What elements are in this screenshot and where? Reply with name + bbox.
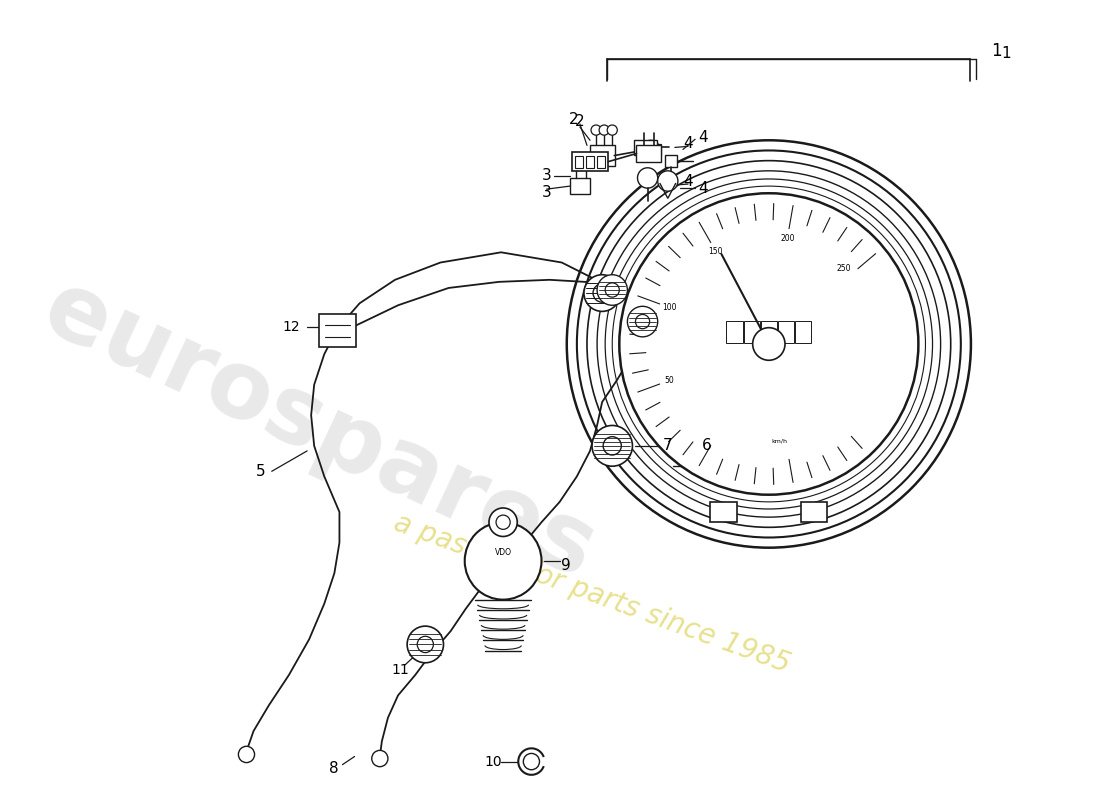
Text: 7: 7 <box>663 438 672 454</box>
Circle shape <box>584 274 620 311</box>
Text: 250: 250 <box>837 264 851 273</box>
Bar <box>711 502 737 522</box>
Bar <box>801 502 827 522</box>
Circle shape <box>239 746 254 762</box>
Text: 2: 2 <box>569 113 579 127</box>
Circle shape <box>407 626 443 662</box>
Text: 200: 200 <box>780 234 794 243</box>
Bar <box>586 155 594 168</box>
Text: km/h: km/h <box>771 438 786 443</box>
Circle shape <box>597 274 627 306</box>
Text: 1: 1 <box>1001 46 1011 62</box>
Text: 9: 9 <box>561 558 571 573</box>
Bar <box>795 321 812 343</box>
Circle shape <box>600 125 609 135</box>
Bar <box>572 153 608 171</box>
Circle shape <box>641 140 660 158</box>
Circle shape <box>464 522 541 600</box>
Text: 6: 6 <box>702 438 712 454</box>
Bar <box>597 155 605 168</box>
Text: 4: 4 <box>698 130 708 145</box>
Bar <box>635 140 657 154</box>
Bar <box>319 314 355 347</box>
Text: 8: 8 <box>329 762 338 776</box>
Circle shape <box>752 328 785 360</box>
Bar <box>761 321 777 343</box>
Bar <box>570 178 590 194</box>
Circle shape <box>638 168 658 188</box>
Circle shape <box>607 125 617 135</box>
Text: 50: 50 <box>664 376 674 385</box>
Text: 5: 5 <box>256 464 265 478</box>
Text: VDO: VDO <box>495 548 512 558</box>
Text: 100: 100 <box>662 303 676 312</box>
Text: 11: 11 <box>392 663 409 677</box>
Bar <box>642 144 661 154</box>
Bar <box>637 146 661 162</box>
Circle shape <box>372 750 388 766</box>
Text: 10: 10 <box>484 754 502 769</box>
Circle shape <box>667 175 675 183</box>
Text: 3: 3 <box>541 185 551 200</box>
Text: 3: 3 <box>541 169 551 183</box>
Bar <box>726 321 742 343</box>
Text: 1: 1 <box>991 42 1001 60</box>
Text: eurospares: eurospares <box>29 262 609 598</box>
Bar <box>590 146 615 166</box>
Circle shape <box>591 125 601 135</box>
Text: 150: 150 <box>708 247 723 256</box>
Text: 4: 4 <box>698 181 708 196</box>
Text: 4: 4 <box>683 174 693 189</box>
Circle shape <box>592 426 632 466</box>
Circle shape <box>619 194 918 494</box>
Bar <box>778 321 794 343</box>
Bar <box>744 321 760 343</box>
Circle shape <box>658 171 678 191</box>
Text: 4: 4 <box>683 136 693 151</box>
Bar <box>575 155 583 168</box>
Bar <box>664 154 676 166</box>
Circle shape <box>490 508 517 537</box>
Circle shape <box>627 306 658 337</box>
Text: 2: 2 <box>575 114 585 130</box>
Text: a passion for parts since 1985: a passion for parts since 1985 <box>390 509 794 678</box>
Text: 12: 12 <box>282 320 299 334</box>
